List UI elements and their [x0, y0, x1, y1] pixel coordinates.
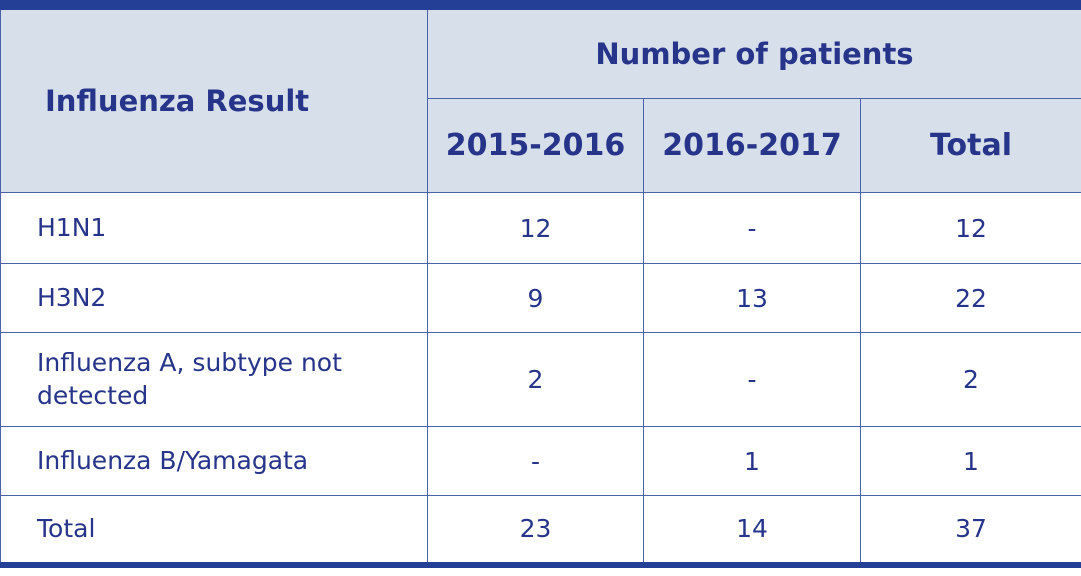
- table-row: H1N1 12-12: [0, 192, 1081, 264]
- table-row: Total 23 14 37: [0, 495, 1081, 565]
- row-label: H1N1: [0, 192, 428, 264]
- cell: 9: [427, 263, 644, 333]
- cell: 37: [860, 495, 1081, 565]
- table-row: H3N2 9 13 22: [0, 263, 1081, 333]
- column-header: Total: [860, 98, 1081, 193]
- column-header: 2016-2017: [643, 98, 861, 193]
- cell: -: [427, 426, 644, 496]
- cell: 1: [643, 426, 861, 496]
- cell: 12: [860, 192, 1081, 264]
- cell: 23: [427, 495, 644, 565]
- cell: 12: [427, 192, 644, 264]
- cell: 2: [860, 332, 1081, 427]
- cell: 2: [427, 332, 644, 427]
- cell: 14: [643, 495, 861, 565]
- group-header: Number of patients: [427, 4, 1081, 99]
- table-row: Influenza A, subtype not detected 2-2: [0, 332, 1081, 427]
- cell: 1: [860, 426, 1081, 496]
- column-header: 2015-2016: [427, 98, 644, 193]
- row-label: Influenza B/Yamagata: [0, 426, 428, 496]
- row-label: H3N2: [0, 263, 428, 333]
- row-header: Influenza Result: [0, 4, 428, 193]
- table-row: Influenza B/Yamagata -1 1: [0, 426, 1081, 496]
- row-label: Total: [0, 495, 428, 565]
- cell: -: [643, 192, 861, 264]
- row-label: Influenza A, subtype not detected: [0, 332, 428, 427]
- cell: 13: [643, 263, 861, 333]
- cell: -: [643, 332, 861, 427]
- cell: 22: [860, 263, 1081, 333]
